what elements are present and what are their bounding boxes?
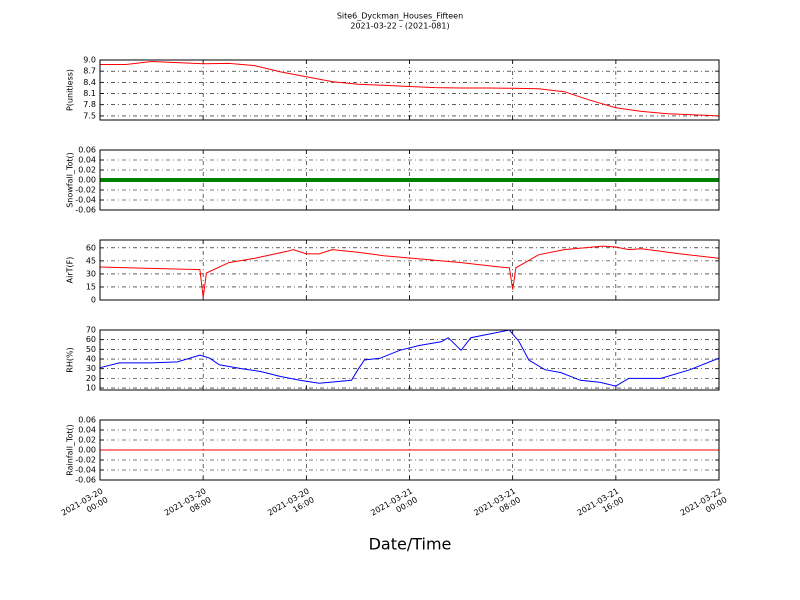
- y-tick-label: 8.7: [83, 67, 96, 76]
- y-tick-label: -0.02: [75, 186, 96, 195]
- y-tick-label: 8.1: [83, 89, 96, 98]
- data-line: [99, 245, 720, 298]
- y-tick-label: 7.8: [83, 100, 96, 109]
- y-tick-label: -0.06: [75, 476, 96, 485]
- chart-title: Site6_Dyckman_Houses_Fifteen: [337, 12, 463, 21]
- y-tick-label: -0.02: [75, 456, 96, 465]
- y-tick-label: -0.04: [75, 196, 96, 205]
- y-tick-label: 9.0: [83, 56, 96, 65]
- y-axis-label: AirT(F): [66, 257, 75, 284]
- x-tick-label: 2021-03-2100:00: [369, 486, 419, 526]
- data-line: [100, 60, 720, 117]
- y-axis-label: P(unitless): [66, 69, 75, 111]
- y-tick-label: 60: [86, 243, 96, 252]
- x-tick-label: 2021-03-2008:00: [163, 486, 213, 526]
- y-tick-label: -0.04: [75, 466, 96, 475]
- chart-subtitle: 2021-03-22 - (2021-081): [350, 22, 449, 31]
- x-axis-label: Date/Time: [369, 535, 452, 554]
- y-tick-label: 0.02: [78, 166, 96, 175]
- y-tick-label: 45: [86, 256, 96, 265]
- y-tick-label: 0.06: [78, 146, 96, 155]
- y-tick-label: 20: [86, 374, 96, 383]
- y-axis-label: Snowfall_Tot(): [66, 152, 75, 208]
- y-tick-label: 10: [86, 384, 96, 393]
- x-tick-label: 2021-03-2000:00: [59, 486, 109, 526]
- y-tick-label: 0.00: [78, 446, 96, 455]
- y-axis-label: RH(%): [66, 347, 75, 372]
- y-tick-label: 40: [86, 355, 96, 364]
- y-tick-label: 0.00: [78, 176, 96, 185]
- y-axis-label: Rainfall_Tot(): [66, 424, 75, 476]
- plot-frame: [99, 149, 720, 211]
- y-tick-label: 0.04: [78, 156, 96, 165]
- x-tick-label: 2021-03-2200:00: [678, 486, 728, 526]
- y-tick-label: 70: [86, 326, 96, 335]
- plot-frame: [99, 419, 720, 481]
- y-tick-label: 0.02: [78, 436, 96, 445]
- x-tick-label: 2021-03-2116:00: [575, 486, 625, 526]
- x-tick-label: 2021-03-2016:00: [266, 486, 316, 526]
- y-tick-label: 50: [86, 345, 96, 354]
- y-tick-label: 7.5: [83, 111, 96, 120]
- y-tick-label: -0.06: [75, 206, 96, 215]
- y-tick-label: 15: [86, 282, 96, 291]
- plot-frame: [99, 59, 720, 121]
- y-tick-label: 60: [86, 335, 96, 344]
- data-line: [99, 329, 720, 387]
- y-tick-label: 0.04: [78, 426, 96, 435]
- x-tick-label: 2021-03-2108:00: [472, 486, 522, 526]
- plot-frame: [99, 239, 720, 301]
- plot-frame: [99, 329, 720, 391]
- y-tick-label: 30: [86, 269, 96, 278]
- y-tick-label: 30: [86, 364, 96, 373]
- y-tick-label: 0.06: [78, 416, 96, 425]
- y-tick-label: 8.4: [83, 78, 96, 87]
- y-tick-label: 0: [91, 296, 96, 305]
